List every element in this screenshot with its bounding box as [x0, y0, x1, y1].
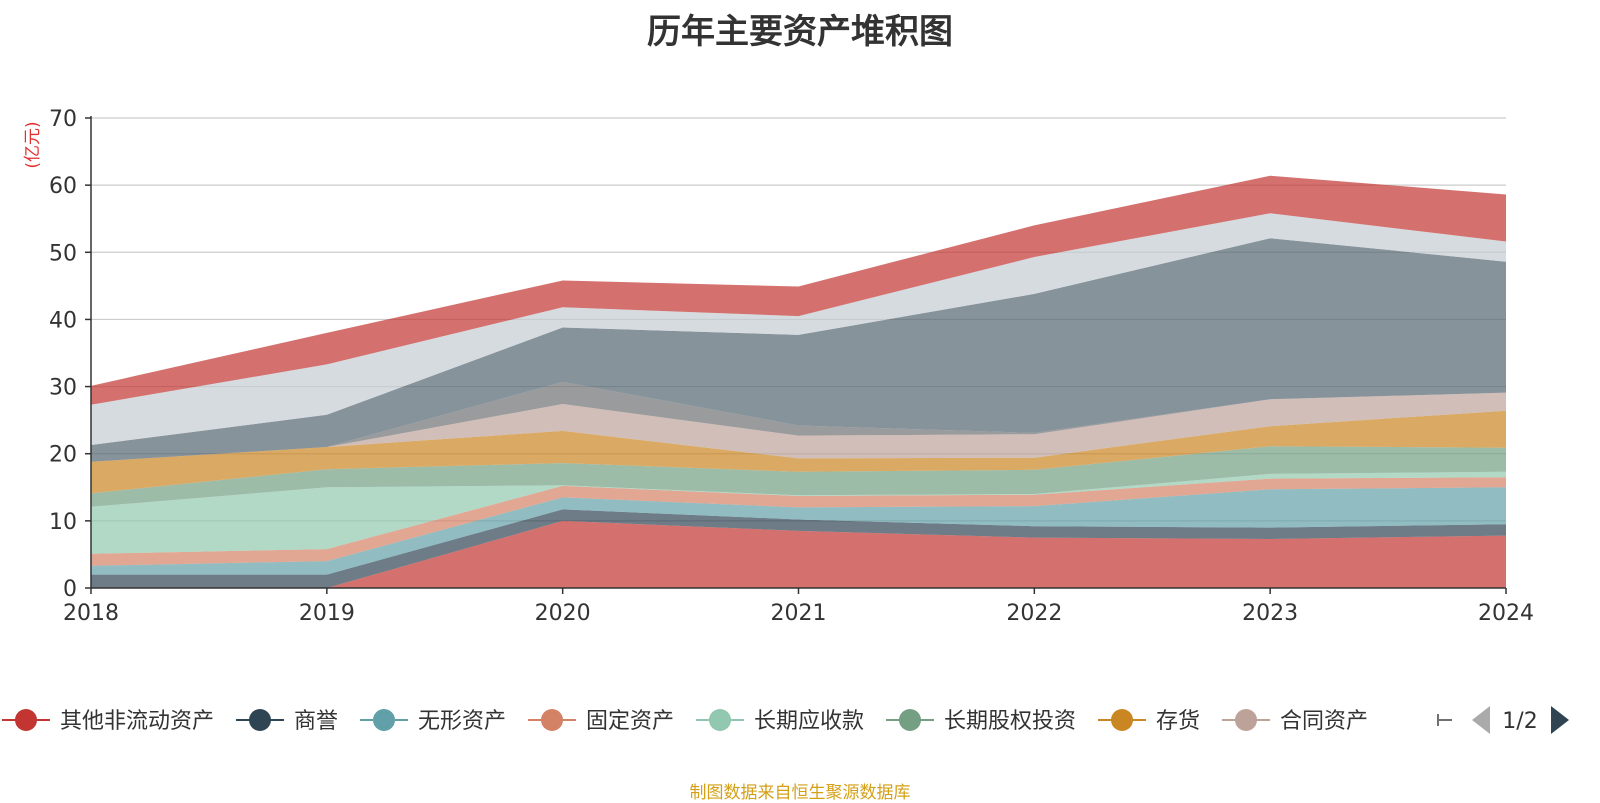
area-series-5 — [91, 471, 1506, 554]
legend-label: 合同资产 — [1280, 709, 1368, 734]
legend-label: 固定资产 — [586, 709, 674, 734]
legend-item[interactable]: 长期应收款 — [696, 709, 864, 734]
legend-prev-page-icon[interactable] — [1472, 706, 1490, 734]
area-series-8 — [91, 392, 1506, 462]
x-tick-label: 2019 — [299, 601, 355, 626]
area-series — [91, 175, 1506, 588]
y-tick-label: 50 — [49, 241, 77, 266]
y-tick-label: 10 — [49, 510, 77, 535]
source-note: 制图数据来自恒生聚源数据库 — [689, 783, 911, 803]
legend-label: 长期股权投资 — [944, 709, 1076, 734]
y-tick-label: 30 — [49, 376, 77, 401]
y-tick-label: 20 — [49, 443, 77, 468]
legend-item[interactable]: 长期股权投资 — [886, 709, 1076, 734]
y-tick-label: 0 — [63, 577, 77, 602]
legend-label: 商誉 — [294, 709, 338, 734]
legend-label: 存货 — [1156, 709, 1200, 734]
area-series-7 — [91, 410, 1506, 494]
area-series-12 — [91, 175, 1506, 405]
x-tick-label: 2022 — [1006, 601, 1062, 626]
legend-item[interactable]: 固定资产 — [528, 709, 674, 734]
legend-marker — [373, 709, 395, 731]
legend-item[interactable]: 其他非流动资产 — [2, 709, 214, 734]
legend-marker — [249, 709, 271, 731]
legend-item[interactable]: 存货 — [1098, 709, 1200, 734]
legend-marker — [541, 709, 563, 731]
y-tick-label: 70 — [49, 107, 77, 132]
chart-title: 历年主要资产堆积图 — [647, 12, 953, 52]
area-series-2 — [91, 509, 1506, 588]
legend-marker — [1111, 709, 1133, 731]
legend-item[interactable]: 商誉 — [236, 709, 338, 734]
x-tick-label: 2021 — [771, 601, 827, 626]
legend-marker — [1235, 709, 1257, 731]
area-series-10 — [91, 238, 1506, 462]
legend-marker — [15, 709, 37, 731]
axes: 0 10 20 30 40 50 60 70 2018 2019 2020 2021 2022 2023 2… — [49, 107, 1534, 626]
area-series-6 — [91, 446, 1506, 507]
x-tick-label: 2018 — [63, 601, 119, 626]
legend-label: 其他非流动资产 — [60, 709, 214, 734]
legend: 其他非流动资产 商誉 无形资产 固定资产 长期应收款 长期股权投资 存货 合同资产 1/2 — [2, 706, 1569, 734]
x-tick-label: 2020 — [535, 601, 591, 626]
legend-marker — [899, 709, 921, 731]
legend-next-page-icon[interactable] — [1551, 706, 1569, 734]
y-axis-label: (亿元) — [23, 121, 43, 168]
area-series-3 — [91, 487, 1506, 575]
area-series-1 — [91, 520, 1506, 588]
area-series-4 — [91, 477, 1506, 566]
legend-item[interactable]: 合同资产 — [1222, 709, 1368, 734]
legend-page-indicator: 1/2 — [1502, 709, 1537, 734]
y-tick-label: 40 — [49, 308, 77, 333]
x-tick-label: 2023 — [1242, 601, 1298, 626]
legend-label: 长期应收款 — [754, 709, 864, 734]
legend-item[interactable]: 无形资产 — [360, 709, 506, 734]
legend-label: 无形资产 — [418, 709, 506, 734]
legend-marker — [709, 709, 731, 731]
y-tick-label: 60 — [49, 174, 77, 199]
area-series-11 — [91, 213, 1506, 445]
x-tick-label: 2024 — [1478, 601, 1534, 626]
